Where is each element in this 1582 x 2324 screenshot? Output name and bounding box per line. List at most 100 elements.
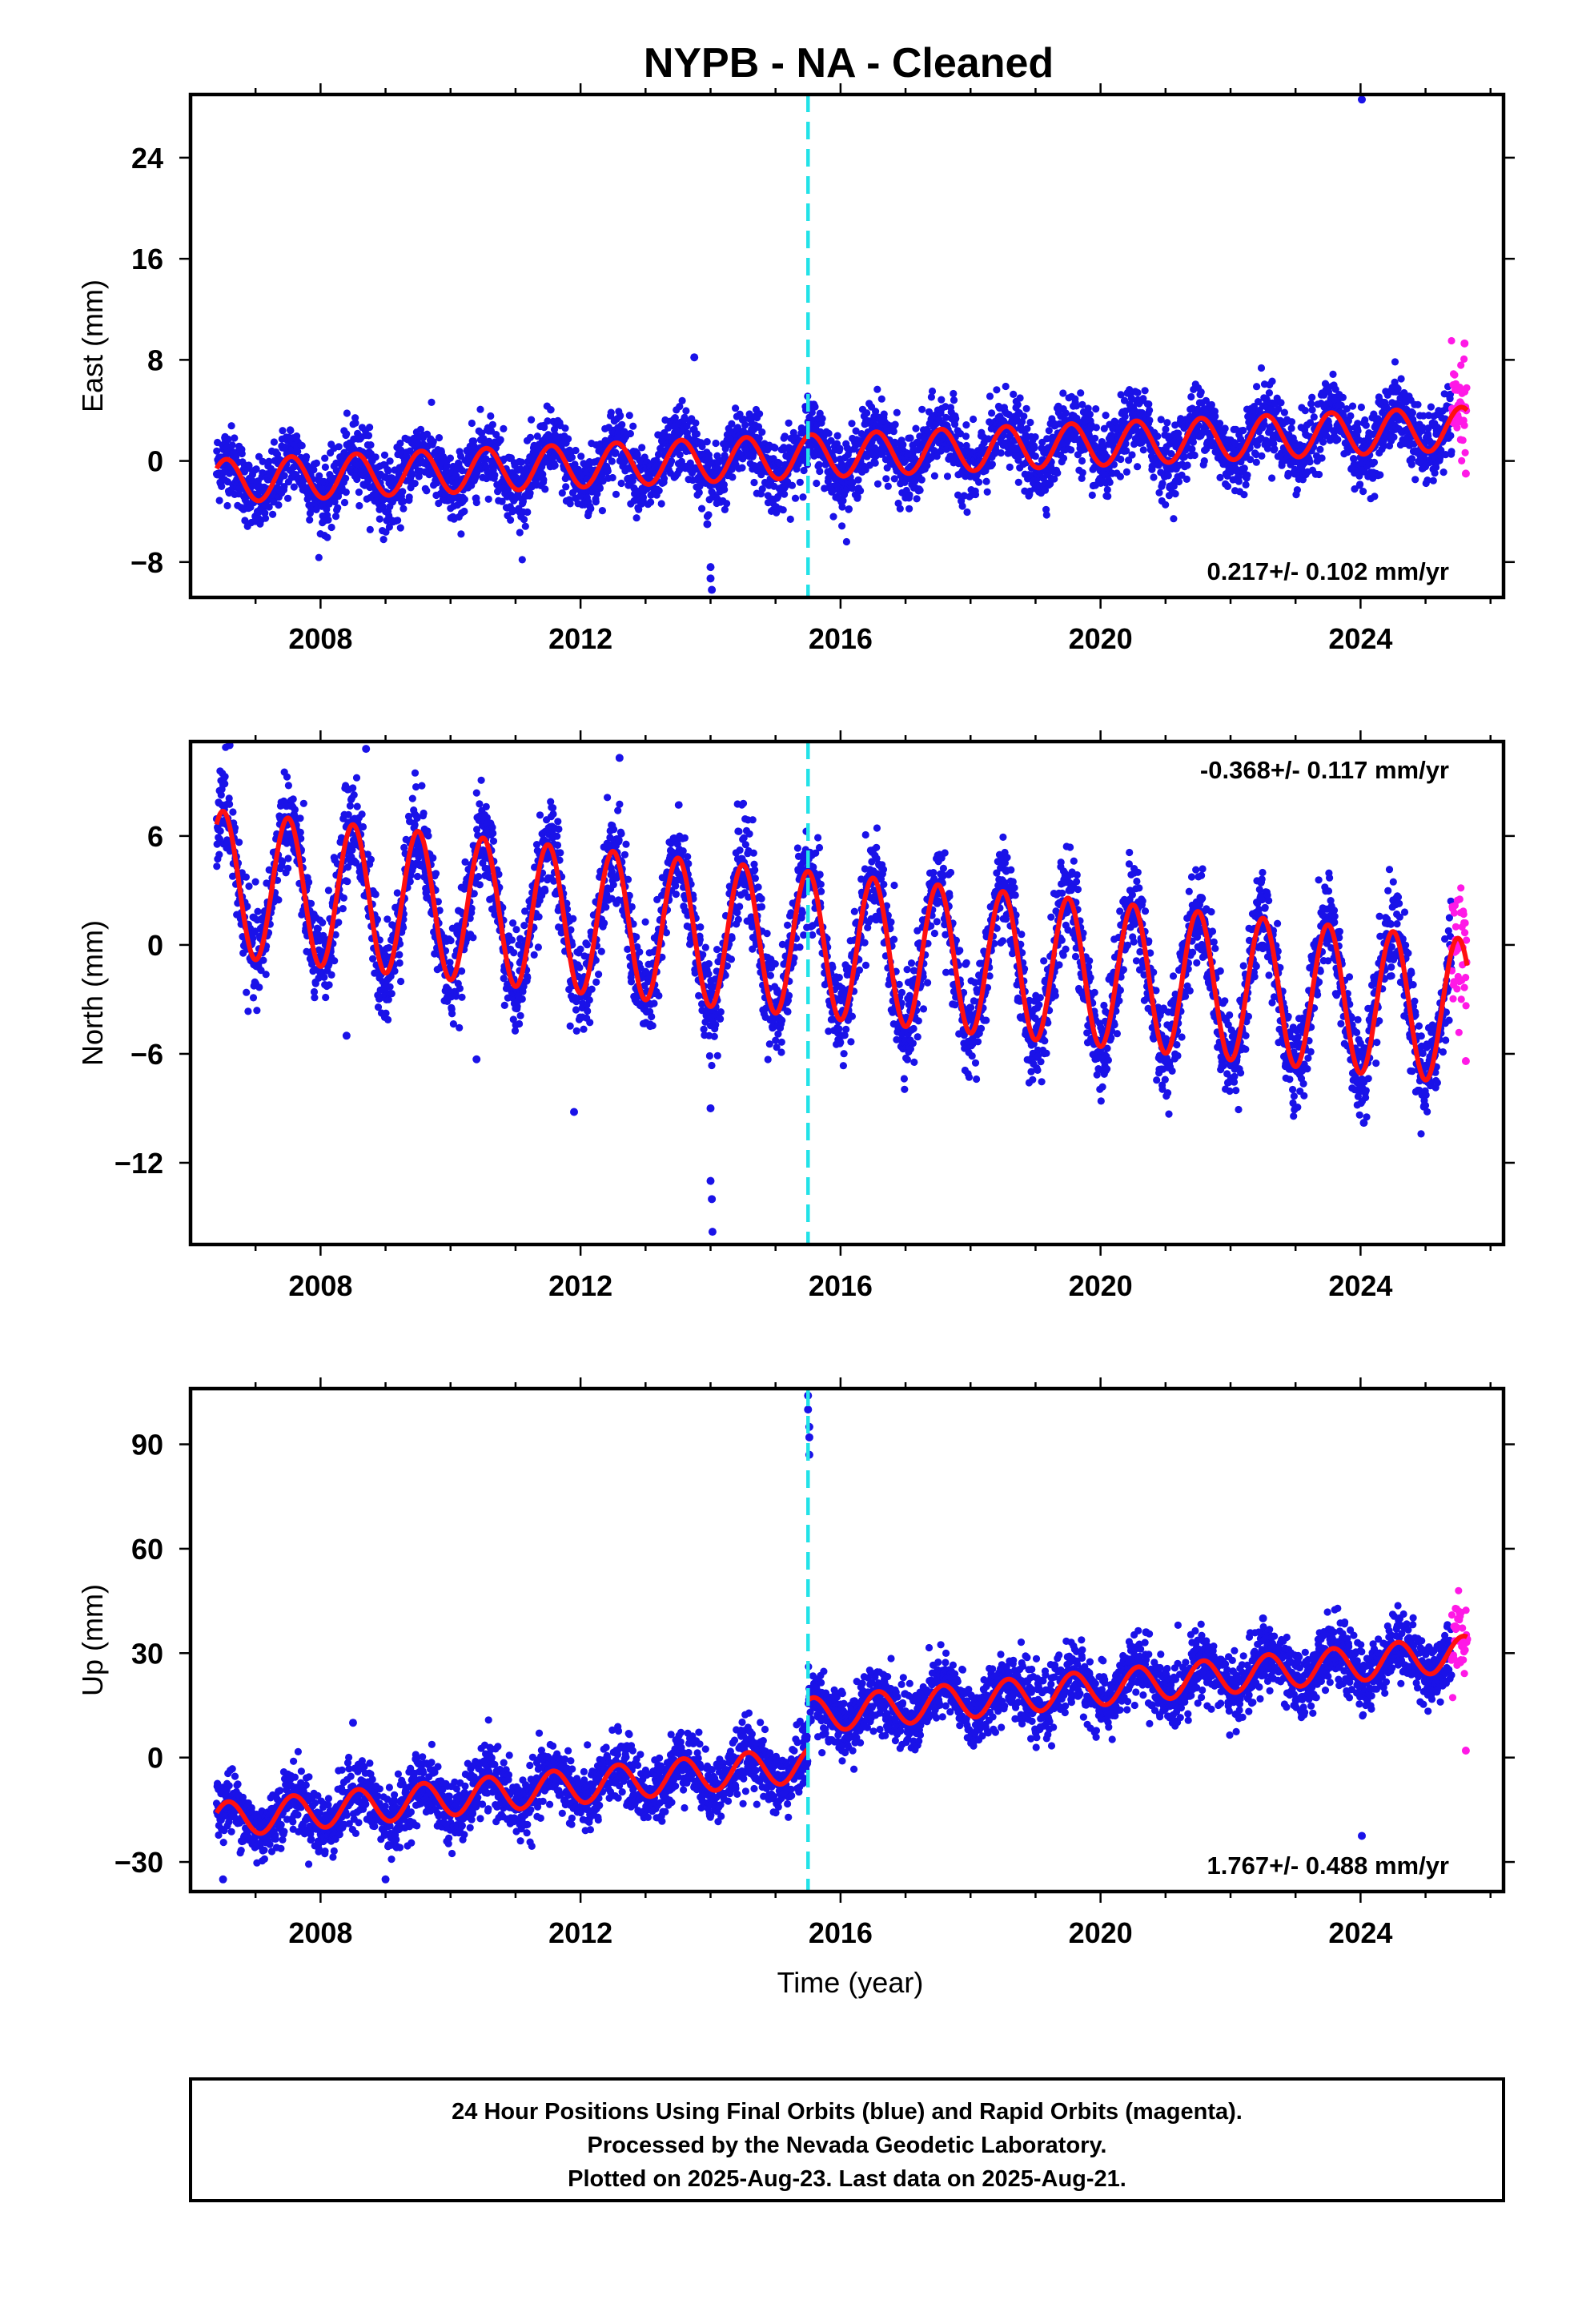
outlier-point xyxy=(708,585,717,594)
final-orbit-point xyxy=(245,883,253,891)
final-orbit-point xyxy=(1268,474,1276,482)
final-orbit-point xyxy=(838,522,846,530)
final-orbit-point xyxy=(1356,480,1364,489)
final-orbit-point xyxy=(1171,490,1179,498)
final-orbit-point xyxy=(815,460,823,468)
y-axis-label: East (mm) xyxy=(76,279,109,412)
final-orbit-point xyxy=(331,957,339,965)
final-orbit-point xyxy=(319,919,327,927)
final-orbit-point xyxy=(1221,424,1229,432)
final-orbit-point xyxy=(1116,472,1124,480)
final-orbit-point xyxy=(249,994,258,1002)
final-orbit-point xyxy=(321,454,329,462)
final-orbit-point xyxy=(1022,404,1030,412)
final-orbit-point xyxy=(500,424,508,433)
rapid-orbit-point xyxy=(1458,456,1466,465)
y-tick-label: 16 xyxy=(131,243,163,275)
final-orbit-point xyxy=(379,536,387,544)
final-orbit-point xyxy=(884,482,892,490)
final-orbit-point xyxy=(568,453,576,461)
final-orbit-point xyxy=(616,412,624,420)
final-orbit-point xyxy=(854,476,862,484)
final-orbit-point xyxy=(692,419,700,427)
final-orbit-point xyxy=(275,501,283,509)
final-orbit-point xyxy=(235,838,243,846)
final-orbit-point xyxy=(1390,433,1398,441)
final-orbit-point xyxy=(355,501,363,510)
final-orbit-point xyxy=(857,487,865,495)
x-tick-label: 2008 xyxy=(288,622,352,655)
final-orbit-point xyxy=(1026,418,1034,427)
final-orbit-point xyxy=(877,395,885,403)
final-orbit-point xyxy=(655,487,663,495)
final-orbit-point xyxy=(539,470,547,478)
final-orbit-point xyxy=(612,448,620,456)
outlier-point xyxy=(1461,469,1470,478)
final-orbit-point xyxy=(400,497,408,505)
final-orbit-point xyxy=(1408,455,1416,463)
final-orbit-point xyxy=(1092,424,1100,432)
final-orbit-point xyxy=(1310,413,1318,421)
final-orbit-point xyxy=(396,439,404,448)
final-orbit-point xyxy=(750,478,758,487)
final-orbit-point xyxy=(1339,393,1347,401)
final-orbit-point xyxy=(364,477,372,485)
final-orbit-point xyxy=(346,802,354,810)
final-orbit-point xyxy=(608,473,616,482)
final-orbit-point xyxy=(544,417,552,425)
final-orbit-point xyxy=(1391,358,1399,366)
final-orbit-point xyxy=(399,488,407,496)
final-orbit-point xyxy=(323,533,331,541)
final-orbit-point xyxy=(1010,390,1018,398)
final-orbit-point xyxy=(873,385,881,393)
final-orbit-point xyxy=(836,444,844,452)
final-orbit-point xyxy=(975,478,983,486)
final-orbit-point xyxy=(496,436,504,444)
final-orbit-point xyxy=(1411,476,1419,484)
final-orbit-point xyxy=(371,891,379,899)
final-orbit-point xyxy=(223,501,231,510)
x-tick-label: 2012 xyxy=(548,622,612,655)
final-orbit-point xyxy=(741,421,749,429)
final-orbit-point xyxy=(845,505,853,513)
final-orbit-point xyxy=(1062,409,1070,417)
final-orbit-point xyxy=(721,485,729,494)
final-orbit-point xyxy=(917,476,926,484)
final-orbit-point xyxy=(339,905,347,913)
final-orbit-point xyxy=(1078,468,1086,476)
final-orbit-point xyxy=(1316,445,1324,453)
final-orbit-point xyxy=(1258,452,1266,460)
final-orbit-point xyxy=(396,524,404,532)
final-orbit-point xyxy=(1408,408,1416,417)
final-orbit-point xyxy=(547,406,555,414)
final-orbit-point xyxy=(293,432,301,440)
final-orbit-point xyxy=(322,993,330,1002)
final-orbit-point xyxy=(352,774,361,782)
final-orbit-point xyxy=(369,955,377,963)
final-orbit-point xyxy=(1275,405,1283,413)
final-orbit-point xyxy=(520,516,528,524)
final-orbit-point xyxy=(1014,400,1022,408)
final-orbit-point xyxy=(355,489,363,497)
final-orbit-point xyxy=(1359,488,1367,496)
final-orbit-point xyxy=(245,462,253,470)
final-orbit-point xyxy=(259,457,267,466)
final-orbit-point xyxy=(1334,436,1342,444)
final-orbit-point xyxy=(1200,457,1208,465)
final-orbit-point xyxy=(693,430,701,438)
final-orbit-point xyxy=(315,553,323,561)
final-orbit-point xyxy=(713,452,721,460)
final-orbit-point xyxy=(952,415,960,423)
final-orbit-point xyxy=(1347,412,1355,420)
y-tick-label: 8 xyxy=(147,344,163,376)
final-orbit-point xyxy=(383,915,391,923)
final-orbit-point xyxy=(928,387,937,396)
final-orbit-point xyxy=(1252,458,1260,466)
final-orbit-point xyxy=(729,473,737,481)
final-orbit-point xyxy=(982,477,990,485)
final-orbit-point xyxy=(349,784,357,792)
final-orbit-point xyxy=(1191,451,1199,460)
